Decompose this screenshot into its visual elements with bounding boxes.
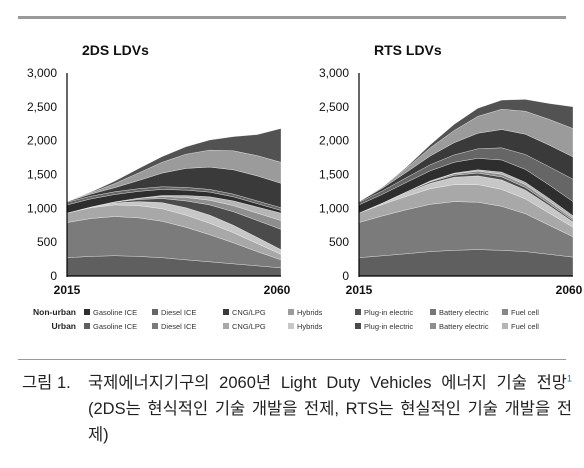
y-tick-label: 500 — [37, 235, 57, 249]
y-tick-label: 3,000 — [27, 66, 57, 80]
legend-item: Plug-in electric — [355, 320, 413, 333]
legend-row-header: Urban — [51, 321, 76, 331]
legend-swatch — [223, 309, 229, 316]
x-tick-label: 2060 — [264, 283, 291, 297]
x-tick-label: 2015 — [54, 283, 81, 297]
legend-item: Hybrids — [288, 320, 322, 333]
caption-text: 국제에너지기구의 2060년 Light Duty Vehicles 에너지 기… — [88, 370, 572, 448]
legend-swatch — [84, 323, 90, 330]
y-tick-label: 2,500 — [319, 100, 349, 114]
legend: Non-urban Gasoline ICE Diesel ICE CNG/LPG Hy… — [20, 306, 576, 334]
legend-item: Gasoline ICE — [84, 306, 137, 319]
y-tick-label: 2,000 — [27, 134, 57, 148]
legend-item: Hybrids — [288, 306, 322, 319]
legend-row: Non-urban Gasoline ICE Diesel ICE CNG/LPG Hy… — [20, 306, 576, 319]
legend-label: Battery electric — [439, 308, 489, 317]
legend-label: Fuel cell — [511, 308, 539, 317]
legend-item: Plug-in electric — [355, 306, 413, 319]
legend-swatch — [355, 309, 361, 316]
legend-item: Diesel ICE — [152, 306, 196, 319]
legend-swatch — [430, 309, 436, 316]
y-tick-label: 1,500 — [319, 168, 349, 182]
legend-swatch — [84, 309, 90, 316]
legend-label: Hybrids — [297, 322, 323, 331]
legend-label: Diesel ICE — [161, 322, 197, 331]
legend-swatch — [152, 309, 158, 316]
y-tick-label: 500 — [329, 235, 349, 249]
caption-footnote-mark: 1 — [566, 373, 572, 384]
legend-item: CNG/LPG — [223, 306, 266, 319]
legend-row-header: Non-urban — [33, 307, 76, 317]
caption-label: 그림 1. — [22, 374, 71, 392]
legend-label: Diesel ICE — [161, 308, 197, 317]
legend-item: Gasoline ICE — [84, 320, 137, 333]
legend-item: Fuel cell — [502, 320, 539, 333]
area-series-non-urban-plug-in-electric — [358, 99, 574, 202]
legend-label: Battery electric — [439, 322, 489, 331]
x-tick-label: 2015 — [346, 283, 373, 297]
caption-text-rest: (2DS는 현식적인 기술 개발을 전제, RTS는 현실적인 기술 개발을 전… — [88, 400, 572, 444]
legend-swatch — [223, 323, 229, 330]
legend-label: CNG/LPG — [232, 308, 266, 317]
legend-label: Gasoline ICE — [93, 308, 138, 317]
legend-swatch — [288, 323, 294, 330]
y-tick-label: 1,500 — [27, 168, 57, 182]
caption-text-main: 국제에너지기구의 2060년 Light Duty Vehicles 에너지 기… — [88, 374, 567, 392]
legend-item: Battery electric — [430, 306, 489, 319]
legend-item: CNG/LPG — [223, 320, 266, 333]
y-tick-label: 2,500 — [27, 100, 57, 114]
legend-swatch — [288, 309, 294, 316]
legend-label: Gasoline ICE — [93, 322, 138, 331]
area-series-non-urban-plug-in-electric — [66, 128, 282, 202]
chart-2ds-ldvs: 2DS LDVs 0 500 1,000 1,500 2,000 2,500 3,000 201… — [27, 42, 291, 297]
chart-title: RTS LDVs — [374, 42, 442, 58]
legend-label: Fuel cell — [511, 322, 539, 331]
legend-swatch — [502, 309, 508, 316]
caption-rule — [18, 359, 566, 360]
chart-title: 2DS LDVs — [82, 42, 149, 58]
legend-swatch — [355, 323, 361, 330]
legend-item: Battery electric — [430, 320, 489, 333]
y-tick-label: 1,000 — [319, 201, 349, 215]
y-tick-label: 3,000 — [319, 66, 349, 80]
y-tick-label: 1,000 — [27, 201, 57, 215]
legend-item: Diesel ICE — [152, 320, 196, 333]
top-rule — [18, 16, 566, 19]
chart-rts-ldvs: RTS LDVs 0 500 1,000 1,500 2,000 2,500 3,000 201… — [319, 42, 583, 297]
y-tick-label: 0 — [342, 269, 349, 283]
x-tick-label: 2060 — [556, 283, 583, 297]
legend-swatch — [502, 323, 508, 330]
legend-row: Urban Gasoline ICE Diesel ICE CNG/LPG Hybrid… — [20, 320, 576, 333]
legend-item: Fuel cell — [502, 306, 539, 319]
y-tick-label: 0 — [50, 269, 57, 283]
legend-swatch — [152, 323, 158, 330]
y-tick-label: 2,000 — [319, 134, 349, 148]
legend-label: Plug-in electric — [364, 322, 414, 331]
legend-swatch — [430, 323, 436, 330]
legend-label: Hybrids — [297, 308, 323, 317]
legend-label: CNG/LPG — [232, 322, 266, 331]
legend-label: Plug-in electric — [364, 308, 414, 317]
